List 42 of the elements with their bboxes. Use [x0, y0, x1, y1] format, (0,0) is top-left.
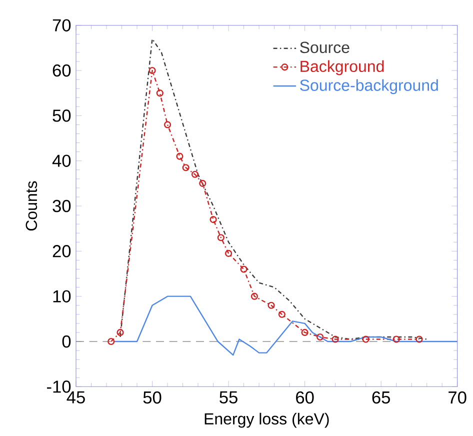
x-tick-label: 50 [143, 391, 162, 404]
point [225, 250, 232, 257]
legend-label: Background [300, 60, 384, 76]
y-tick-label: 70 [52, 19, 71, 32]
point [392, 336, 400, 343]
y-tick-label: 30 [52, 200, 71, 212]
y-tick-label: 20 [52, 245, 71, 258]
point [416, 336, 423, 343]
point [116, 328, 124, 336]
point [278, 310, 286, 318]
point [191, 170, 199, 178]
y-tick-label: 10 [53, 290, 71, 302]
point [316, 333, 324, 341]
point [164, 121, 172, 128]
x-tick-label: 65 [372, 391, 390, 404]
x-tick-label: 45 [66, 391, 85, 404]
x-tick-label: 55 [220, 391, 238, 404]
y-tick-label: 0 [62, 335, 71, 348]
y-tick-label: 60 [52, 64, 71, 77]
point [362, 336, 370, 343]
point [268, 302, 275, 309]
y-tick-label: 50 [52, 110, 71, 122]
point [199, 180, 206, 187]
legend-label: Source [300, 42, 350, 54]
x-tick-label: 60 [296, 391, 314, 404]
point [182, 164, 190, 172]
y-tick-label: 40 [52, 154, 71, 167]
y-tick-label: -10 [47, 380, 71, 393]
point [156, 90, 164, 97]
y-axis-title: Counts [26, 181, 38, 231]
x-axis-title: Energy loss (keV) [204, 412, 329, 428]
point [240, 266, 248, 273]
legend-label: Source-background [300, 79, 438, 94]
point [108, 338, 115, 346]
point [250, 292, 258, 300]
point [217, 234, 224, 242]
x-tick-label: 70 [448, 391, 466, 404]
point [332, 336, 339, 343]
point [148, 66, 156, 74]
point [176, 152, 184, 160]
point [301, 328, 308, 336]
point [210, 216, 217, 224]
